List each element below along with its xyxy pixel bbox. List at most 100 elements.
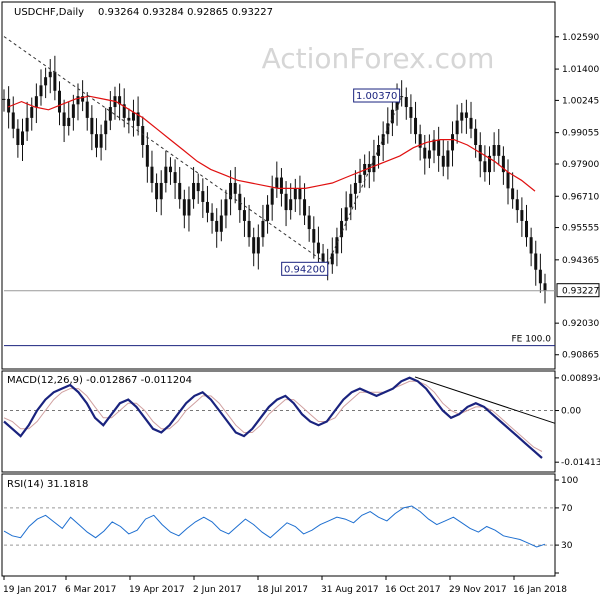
price-bar-body: [224, 199, 228, 216]
price-bar-body: [289, 199, 293, 211]
price-bar-body: [168, 166, 172, 173]
price-bar-body: [127, 117, 131, 121]
price-bar-body: [131, 112, 135, 121]
price-bar-body: [233, 182, 237, 194]
price-bar-body: [76, 96, 80, 105]
price-bar-body: [395, 96, 399, 110]
price-tick-label: 0.94365: [562, 256, 599, 266]
price-bar-body: [16, 128, 20, 146]
price-bar-body: [252, 237, 256, 254]
price-bar-body: [192, 182, 196, 200]
price-bar-body: [423, 147, 427, 159]
price-tick-label: 0.96710: [562, 192, 599, 202]
price-bar-body: [48, 71, 52, 78]
price-bar-body: [474, 128, 478, 146]
macd-tick-label: 0.008934: [561, 374, 600, 384]
price-bar-body: [182, 199, 186, 216]
rsi-tick-label: 100: [561, 476, 578, 486]
macd-panel-frame: [1, 370, 556, 473]
macd-tick-label: -0.014136: [561, 458, 600, 468]
macd-series-layer: [3, 376, 556, 459]
price-bar-body: [455, 120, 459, 135]
price-bar-body: [358, 174, 362, 183]
rsi-series-layer: [3, 505, 555, 548]
price-panel-frame: [1, 1, 556, 370]
price-bar-body: [85, 101, 89, 118]
price-bar-body: [57, 90, 61, 113]
price-bar-body: [451, 134, 455, 151]
price-bar-body: [372, 155, 376, 173]
price-bar-body: [242, 210, 246, 221]
macd-tick-label: 0.00: [561, 407, 581, 417]
price-tick-label: 0.92030: [562, 319, 599, 329]
time-tick-label: 19 Jan 2017: [3, 585, 57, 595]
price-bar-body: [11, 112, 15, 129]
price-tick-label: 1.00245: [562, 96, 599, 106]
price-bar-body: [261, 220, 265, 238]
ohlc-values: 0.93264 0.93284 0.92865 0.93227: [98, 7, 273, 18]
rsi-title: RSI(14) 31.1818: [7, 479, 88, 490]
rsi-tick-label: 70: [561, 504, 573, 514]
price-tick-label: 0.97900: [562, 160, 599, 170]
price-bar-body: [7, 98, 11, 113]
price-bar-body: [543, 283, 547, 291]
price-bar-body: [25, 117, 29, 132]
price-bar-body: [90, 117, 94, 135]
price-bar-body: [164, 166, 168, 183]
high-annotation-label: 1.00370: [356, 91, 397, 102]
price-bar-body: [178, 182, 182, 200]
rsi-panel-frame: [1, 473, 556, 577]
price-tick-label: 0.90865: [562, 351, 599, 361]
price-bar-body: [330, 253, 334, 265]
rsi-line: [3, 505, 546, 548]
price-bar-body: [446, 150, 450, 167]
price-bar-body: [441, 155, 445, 167]
time-tick-label: 31 Aug 2017: [321, 585, 379, 595]
fe-level-label: FE 100.0: [512, 335, 552, 345]
macd-trendline: [414, 376, 556, 424]
price-bar-body: [108, 107, 112, 121]
price-bar-body: [307, 215, 311, 230]
price-bar-body: [497, 145, 501, 156]
price-bar-body: [469, 117, 473, 129]
price-bar-body: [266, 204, 270, 221]
price-bar-body: [520, 210, 524, 221]
price-bar-body: [205, 201, 209, 213]
price-bar-body: [136, 112, 140, 127]
price-bar-body: [145, 145, 149, 167]
price-bar-body: [39, 85, 43, 97]
price-bar-body: [201, 191, 205, 202]
price-bar-body: [390, 109, 394, 124]
price-bar-body: [2, 98, 6, 100]
high-annotation-box: [353, 88, 401, 103]
price-bar-body: [118, 96, 122, 105]
price-bar-body: [67, 117, 71, 127]
moving-average-line: [7, 95, 536, 192]
price-bar-body: [437, 139, 441, 156]
price-bar-body: [427, 150, 431, 159]
symbol-label: USDCHF,Daily: [14, 7, 84, 18]
price-bar-body: [122, 104, 126, 118]
price-bar-body: [501, 155, 505, 173]
price-bar-body: [488, 155, 492, 173]
time-tick-label: 18 Jul 2017: [257, 585, 308, 595]
macd-signal-line: [3, 380, 543, 452]
price-bar-body: [141, 126, 145, 146]
price-bar-body: [506, 172, 510, 189]
rsi-axis: 100 70 30: [555, 476, 578, 574]
price-bar-body: [187, 199, 191, 216]
price-bar-body: [312, 229, 316, 243]
price-bar-body: [210, 212, 214, 221]
price-axis: 1.02590 1.01400 1.00245 0.99055 0.97900 0.967…: [555, 33, 600, 361]
price-bar-body: [20, 131, 24, 146]
price-series-layer: FE 100.0 1.00370 0.94200: [2, 36, 555, 347]
price-bar-body: [99, 134, 103, 148]
macd-line: [3, 376, 543, 459]
price-tick-label: 0.95555: [562, 224, 599, 234]
price-bar-body: [349, 193, 353, 208]
price-bar-body: [534, 253, 538, 270]
price-bar-body: [386, 123, 390, 135]
price-tick-label: 1.02590: [562, 33, 599, 43]
price-bar-body: [229, 182, 233, 200]
